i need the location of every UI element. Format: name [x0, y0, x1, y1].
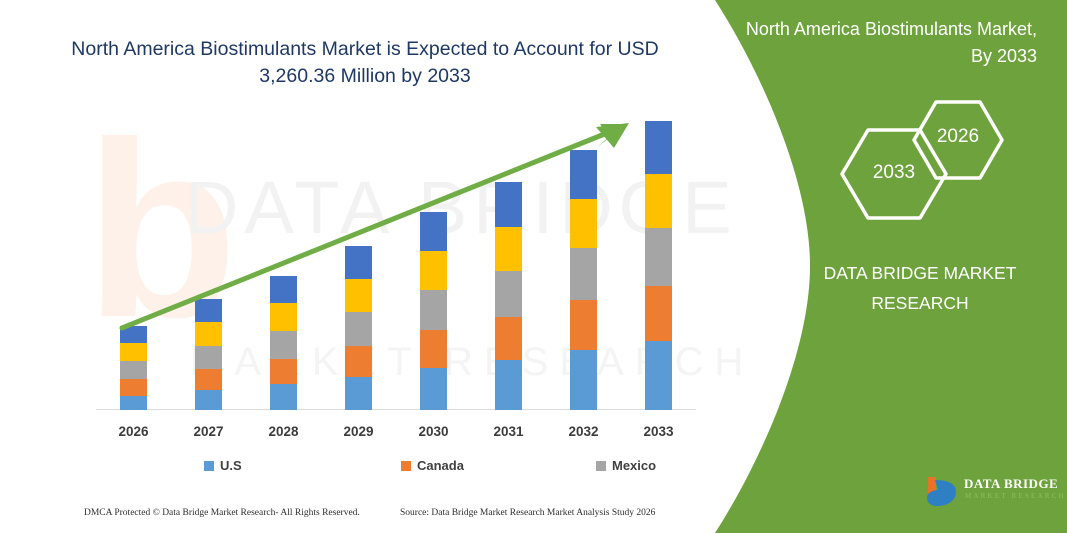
bar-segment-2032-u-s [570, 349, 597, 410]
hexagon-2026-label: 2026 [936, 126, 980, 147]
bar-segment-2033-series-5 [645, 121, 672, 175]
hexagon-2033-icon [840, 128, 948, 220]
legend-swatch-icon [204, 460, 214, 471]
bar-segment-2033-mexico [645, 227, 672, 286]
bar-segment-2028-series-5 [270, 275, 297, 304]
bar-segment-2027-u-s [195, 390, 222, 410]
bar-2031[interactable] [495, 182, 522, 410]
footer-copyright: DMCA Protected © Data Bridge Market Rese… [84, 508, 360, 518]
bar-segment-2026-canada [120, 378, 147, 396]
x-axis-label-2033: 2033 [643, 424, 674, 439]
company-logo: DATA BRIDGE MARKET RESEARCH [922, 474, 1064, 512]
bar-segment-2032-series-5 [570, 149, 597, 199]
footer-source: Source: Data Bridge Market Research Mark… [400, 508, 656, 518]
bar-segment-2029-u-s [345, 376, 372, 410]
legend-label: Canada [417, 458, 464, 473]
bar-segment-2031-mexico [495, 271, 522, 317]
bar-segment-2028-series-4 [270, 303, 297, 332]
hexagon-group: 2033 2026 [826, 92, 1026, 222]
bar-segment-2026-series-5 [120, 325, 147, 344]
x-axis-label-2032: 2032 [568, 424, 599, 439]
footer: DMCA Protected © Data Bridge Market Rese… [0, 508, 700, 526]
brand-line-2: RESEARCH [871, 293, 969, 313]
bar-segment-2031-u-s [495, 359, 522, 410]
logo-tagline: MARKET RESEARCH [965, 492, 1066, 500]
bar-segment-2029-canada [345, 345, 372, 377]
bar-2032[interactable] [570, 149, 597, 410]
green-panel-title: North America Biostimulants Market, By 2… [745, 19, 1037, 66]
bar-segment-2031-canada [495, 316, 522, 360]
x-axis-label-2027: 2027 [193, 424, 224, 439]
x-axis-label-2026: 2026 [118, 424, 149, 439]
bar-segment-2028-canada [270, 358, 297, 385]
bar-2030[interactable] [420, 212, 447, 410]
legend-label: U.S [220, 458, 242, 473]
hexagons-svg [840, 100, 1004, 220]
bar-segment-2030-series-4 [420, 251, 447, 290]
bar-segment-2030-series-5 [420, 212, 447, 252]
bar-segment-2027-canada [195, 368, 222, 390]
bar-segment-2029-mexico [345, 312, 372, 346]
chart-x-axis-labels: 2026 2027 2028 2029 2030 2031 2032 2033 [96, 424, 696, 444]
bar-2027[interactable] [195, 298, 222, 410]
bar-segment-2030-mexico [420, 289, 447, 330]
bar-segment-2031-series-4 [495, 226, 522, 272]
bar-segment-2031-series-5 [495, 182, 522, 227]
x-axis-label-2030: 2030 [418, 424, 449, 439]
bar-segment-2026-u-s [120, 395, 147, 410]
legend-item-canada[interactable]: Canada [401, 458, 464, 473]
bar-segment-2027-series-4 [195, 322, 222, 346]
page-title: North America Biostimulants Market is Ex… [71, 38, 659, 87]
bar-segment-2030-canada [420, 329, 447, 368]
hexagon-2033-label: 2033 [872, 162, 916, 183]
green-panel-brand: DATA BRIDGE MARKET RESEARCH [780, 258, 1060, 318]
chart-legend: U.S Canada Mexico [96, 458, 696, 478]
legend-label: Mexico [612, 458, 657, 473]
bar-segment-2029-series-5 [345, 245, 372, 279]
bar-2026[interactable] [120, 325, 147, 410]
x-axis-label-2029: 2029 [343, 424, 374, 439]
bar-segment-2029-series-4 [345, 278, 372, 313]
bar-segment-2026-mexico [120, 361, 147, 379]
bar-segment-2028-mexico [270, 331, 297, 359]
hexagon-2026-icon [912, 100, 1004, 180]
x-axis-label-2031: 2031 [493, 424, 524, 439]
legend-item-u-s[interactable]: U.S [204, 458, 242, 473]
bar-segment-2033-series-4 [645, 174, 672, 228]
legend-swatch-icon [596, 460, 606, 471]
bar-segment-2027-mexico [195, 345, 222, 369]
chart-axis-line [96, 409, 696, 410]
legend-swatch-icon [401, 460, 411, 471]
stacked-bar-chart [96, 120, 696, 410]
bar-segment-2030-u-s [420, 367, 447, 410]
bar-segment-2027-series-5 [195, 298, 222, 323]
bar-2028[interactable] [270, 275, 297, 410]
brand-line-1: DATA BRIDGE MARKET [823, 263, 1017, 283]
bar-segment-2032-series-4 [570, 198, 597, 248]
x-axis-label-2028: 2028 [268, 424, 299, 439]
bar-segment-2032-canada [570, 299, 597, 350]
logo-name: DATA BRIDGE [964, 476, 1059, 491]
bar-2033[interactable] [645, 121, 672, 410]
logo-b-mark-icon [927, 477, 956, 506]
legend-item-mexico[interactable]: Mexico [596, 458, 656, 473]
bar-segment-2032-mexico [570, 247, 597, 300]
bar-segment-2033-canada [645, 285, 672, 342]
bar-segment-2033-u-s [645, 341, 672, 410]
bar-2029[interactable] [345, 245, 372, 410]
bar-segment-2026-series-4 [120, 343, 147, 362]
bar-segment-2028-u-s [270, 384, 297, 410]
